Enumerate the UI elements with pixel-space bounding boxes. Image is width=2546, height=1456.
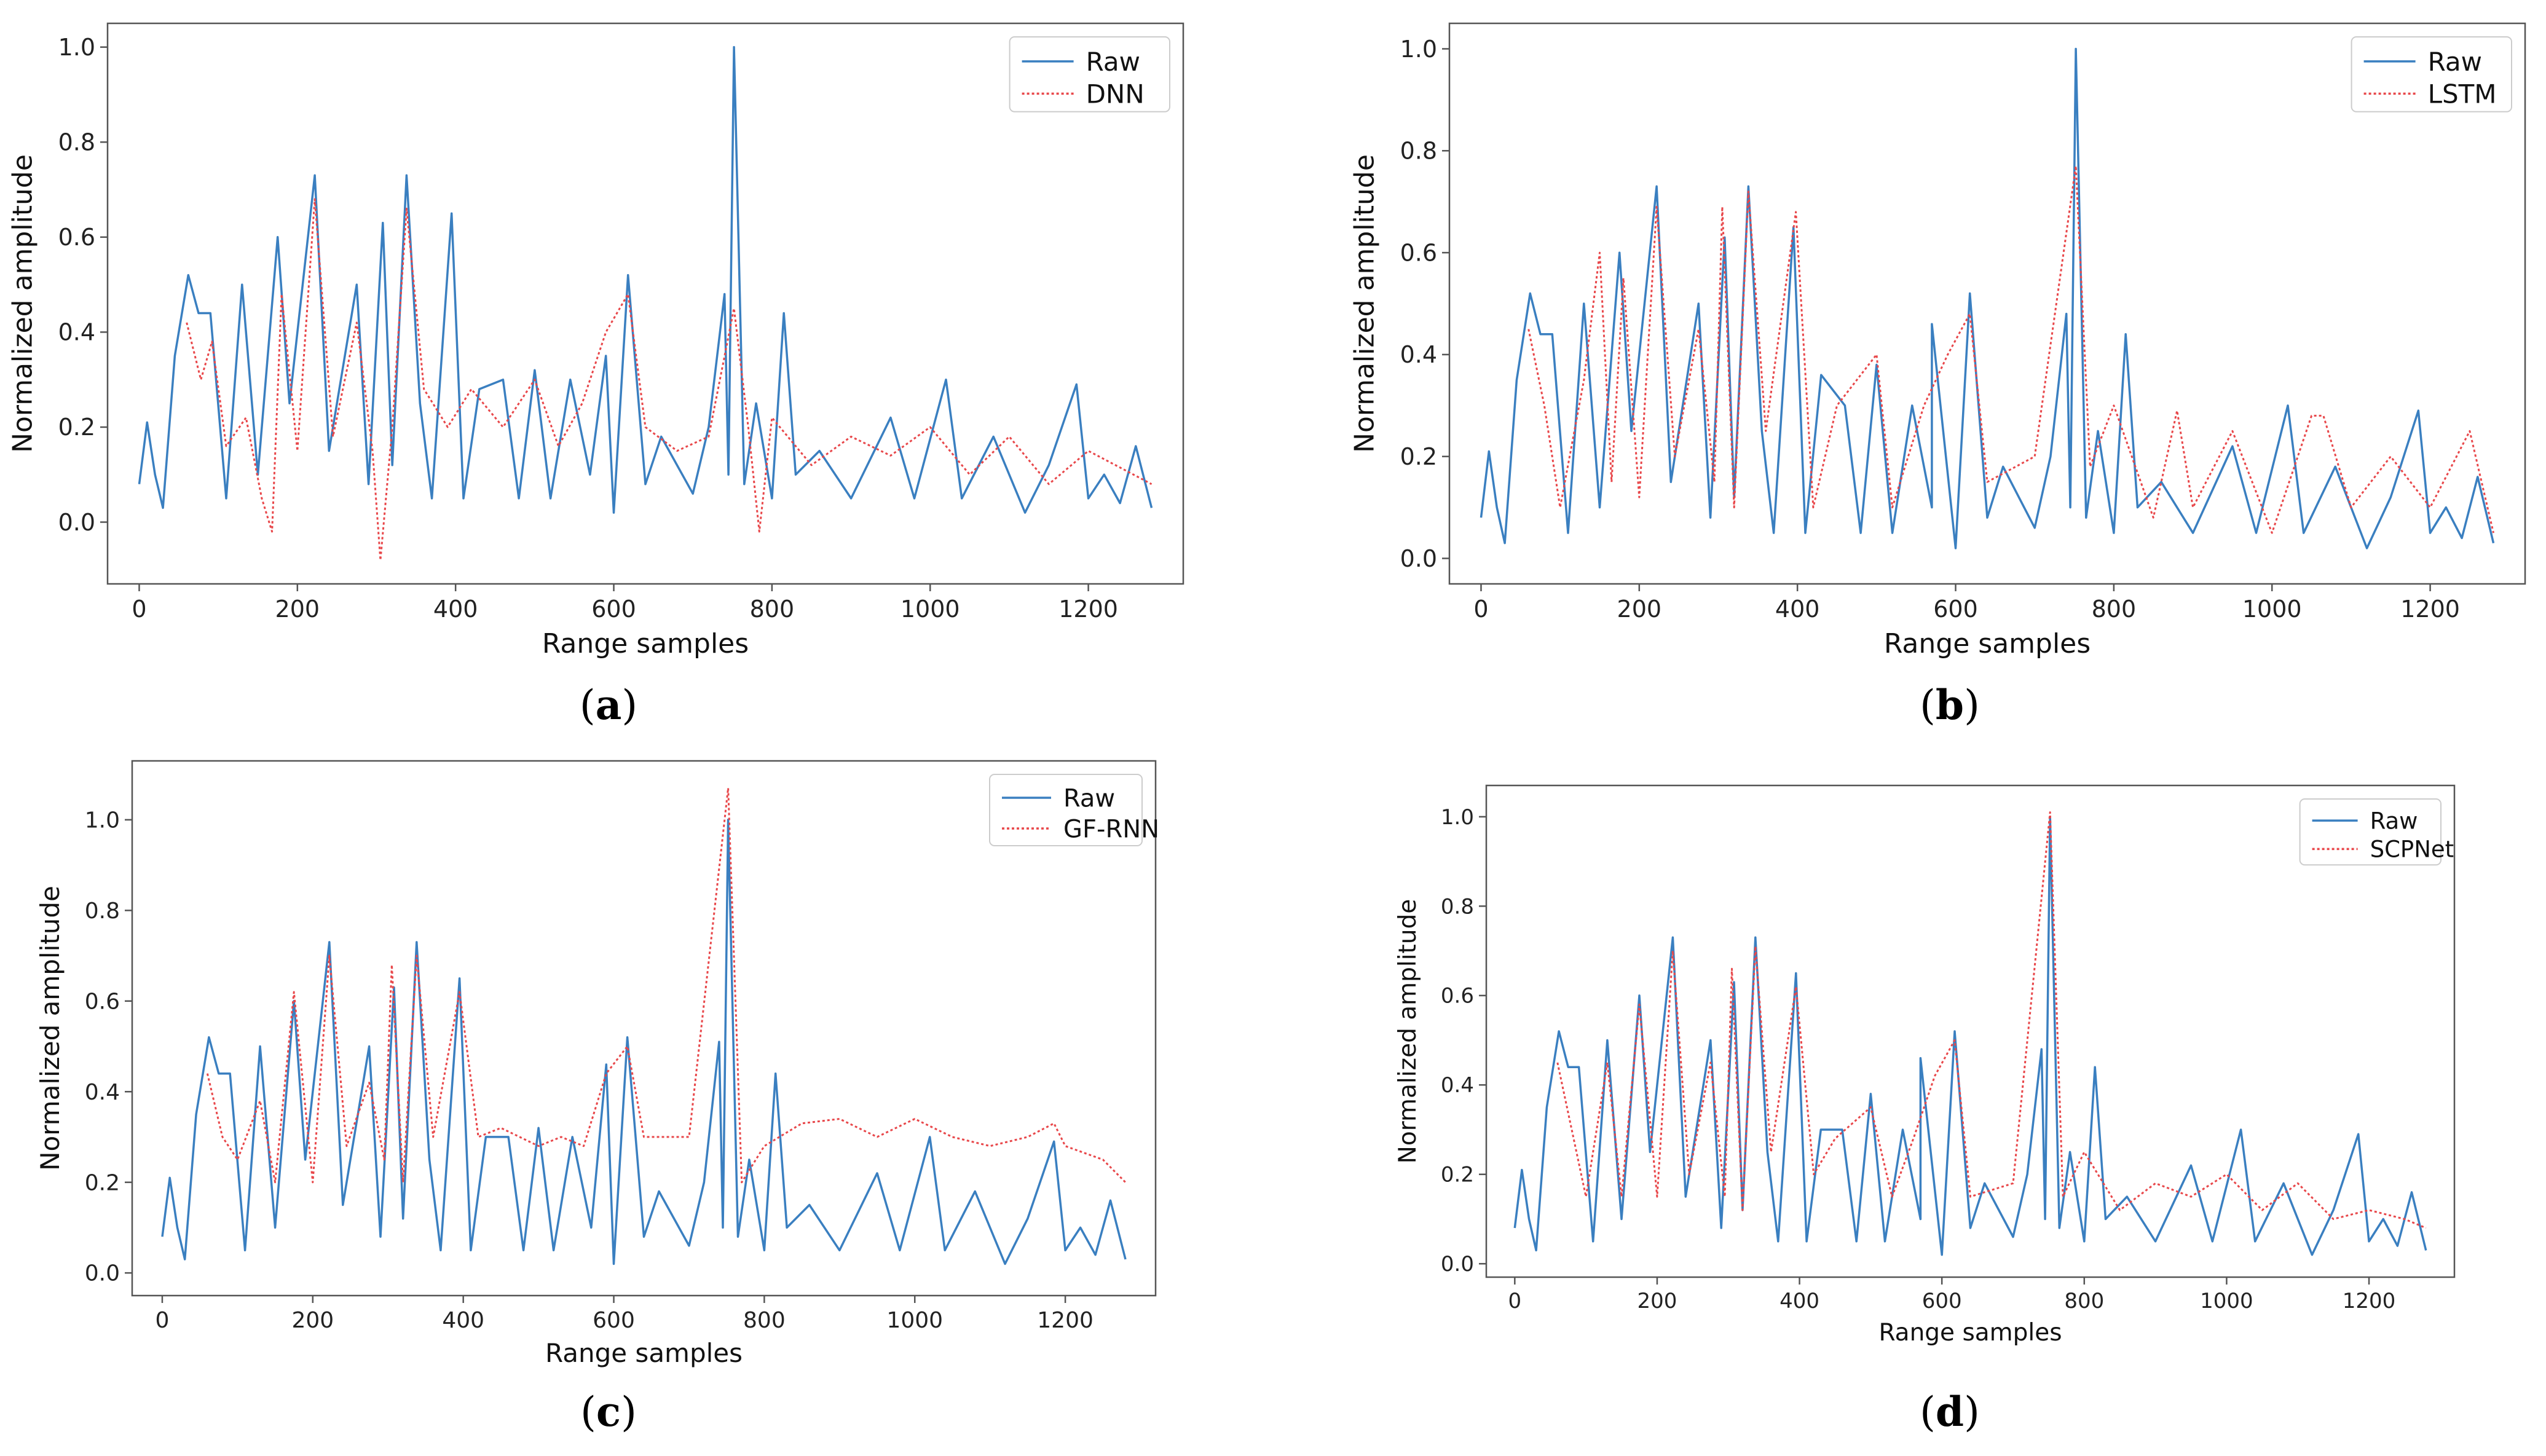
series-line-b-raw — [1480, 47, 2495, 549]
x-tick-label-b-5: 1000 — [2242, 596, 2302, 623]
plot-frame-d — [1485, 784, 2456, 1278]
x-tick-label-a-3: 600 — [591, 596, 636, 623]
y-tick-label-b-5: 1.0 — [1400, 36, 1437, 63]
plot-frame-c — [131, 760, 1157, 1297]
y-tick-label-b-4: 0.8 — [1400, 138, 1437, 165]
caption-a: (a) — [580, 681, 637, 729]
y-tick-label-c-4: 0.8 — [85, 899, 120, 924]
y-tick-label-a-3: 0.6 — [58, 224, 95, 251]
series-line-a-dnn — [186, 198, 1153, 561]
y-tick-label-a-1: 0.2 — [58, 414, 95, 441]
y-tick-label-c-1: 0.2 — [85, 1170, 120, 1195]
y-tick-label-b-2: 0.4 — [1400, 341, 1437, 368]
y-axis-label-d: Normalized amplitude — [1394, 899, 1422, 1164]
x-axis-label-b: Range samples — [1884, 628, 2091, 659]
x-tick-label-d-4: 800 — [2064, 1289, 2104, 1313]
legend-box-a — [1009, 36, 1170, 112]
y-tick-label-b-0: 0.0 — [1400, 545, 1437, 572]
y-tick-label-a-5: 1.0 — [58, 34, 95, 61]
x-tick-label-d-1: 200 — [1637, 1289, 1677, 1313]
y-tick-label-c-5: 1.0 — [85, 808, 120, 833]
y-tick-label-d-3: 0.6 — [1441, 984, 1474, 1009]
chart-c: 0 200 400 600 800 1000 1200 0.0 0.2 0.4 0.6 0.8 1.0 R… — [35, 760, 1159, 1368]
series-line-b-lstm — [1527, 165, 2494, 534]
x-tick-label-c-6: 1200 — [1037, 1308, 1094, 1333]
x-tick-label-b-1: 200 — [1617, 596, 1662, 623]
x-tick-label-d-0: 0 — [1508, 1289, 1522, 1313]
y-tick-label-d-2: 0.4 — [1441, 1073, 1474, 1098]
legend-label-b-0: Raw — [2428, 47, 2482, 77]
x-axis-label-d: Range samples — [1878, 1319, 2062, 1347]
legend-label-c-0: Raw — [1063, 784, 1115, 813]
x-tick-label-d-2: 400 — [1779, 1289, 1819, 1313]
x-tick-label-a-5: 1000 — [901, 596, 960, 623]
y-tick-label-d-1: 0.2 — [1441, 1163, 1474, 1187]
x-tick-label-a-2: 400 — [433, 596, 478, 623]
series-line-d-raw — [1513, 816, 2427, 1256]
chart-a: 0 200 400 600 800 1000 1200 0.0 0.2 0.4 0.6 0.8 1.0 R… — [7, 22, 1184, 659]
x-tick-label-b-2: 400 — [1775, 596, 1820, 623]
y-tick-label-a-0: 0.0 — [58, 509, 95, 536]
x-tick-label-b-0: 0 — [1473, 596, 1488, 623]
x-axis-label-a: Range samples — [542, 628, 749, 659]
x-tick-label-a-6: 1200 — [1058, 596, 1118, 623]
legend-box-d — [2299, 798, 2442, 866]
y-tick-label-d-5: 1.0 — [1441, 805, 1474, 830]
plot-frame-a — [106, 22, 1184, 585]
chart-b: 0 200 400 600 800 1000 1200 0.0 0.2 0.4 0.6 0.8 1.0 R… — [1349, 22, 2526, 659]
y-tick-label-d-0: 0.0 — [1441, 1252, 1474, 1277]
y-axis-label-b: Normalized amplitude — [1349, 154, 1380, 453]
y-tick-label-a-2: 0.4 — [58, 319, 95, 346]
legend-label-d-0: Raw — [2370, 808, 2418, 834]
legend-label-c-1: GF-RNN — [1063, 815, 1159, 843]
x-tick-label-b-3: 600 — [1933, 596, 1978, 623]
x-tick-label-d-3: 600 — [1922, 1289, 1962, 1313]
y-axis-label-c: Normalized amplitude — [35, 886, 65, 1171]
x-tick-label-b-6: 1200 — [2400, 596, 2460, 623]
series-line-c-raw — [161, 819, 1127, 1265]
series-line-a-raw — [138, 45, 1153, 514]
x-tick-label-d-5: 1000 — [2200, 1289, 2253, 1313]
y-tick-label-a-4: 0.8 — [58, 129, 95, 156]
x-axis-label-c: Range samples — [545, 1338, 743, 1368]
legend-box-b — [2351, 36, 2513, 112]
x-tick-label-b-4: 800 — [2092, 596, 2137, 623]
panels: 0 200 400 600 800 1000 1200 0.0 0.2 0.4 0.6 0.8 1.0 R… — [7, 22, 2526, 1368]
legend-label-d-1: SCPNet — [2370, 836, 2454, 863]
chart-d: 0 200 400 600 800 1000 1200 0.0 0.2 0.4 0.6 0.8 1.0 R… — [1394, 784, 2456, 1347]
x-tick-label-c-2: 400 — [442, 1308, 484, 1333]
x-tick-label-a-1: 200 — [275, 596, 320, 623]
y-tick-label-c-0: 0.0 — [85, 1261, 120, 1286]
x-tick-label-a-0: 0 — [132, 596, 146, 623]
y-tick-label-b-1: 0.2 — [1400, 443, 1437, 470]
x-tick-label-a-4: 800 — [750, 596, 795, 623]
x-tick-label-c-4: 800 — [743, 1308, 786, 1333]
plot-frame-b — [1448, 22, 2526, 585]
legend-label-b-1: LSTM — [2428, 79, 2497, 109]
y-tick-label-c-2: 0.4 — [85, 1080, 120, 1105]
y-axis-label-a: Normalized amplitude — [7, 154, 38, 453]
caption-b: (b) — [1920, 681, 1980, 729]
x-tick-label-c-1: 200 — [291, 1308, 334, 1333]
series-line-d-scpnet — [1556, 811, 2427, 1229]
series-line-c-gf-rnn — [206, 787, 1127, 1184]
caption-c: (c) — [580, 1388, 637, 1436]
x-tick-label-c-0: 0 — [156, 1308, 170, 1333]
caption-d: (d) — [1920, 1388, 1980, 1436]
x-tick-label-c-3: 600 — [593, 1308, 635, 1333]
y-tick-label-c-3: 0.6 — [85, 989, 120, 1014]
x-tick-label-d-6: 1200 — [2343, 1289, 2396, 1313]
legend-label-a-1: DNN — [1086, 79, 1145, 109]
y-tick-label-b-3: 0.6 — [1400, 239, 1437, 266]
x-tick-label-c-5: 1000 — [886, 1308, 943, 1333]
y-tick-label-d-4: 0.8 — [1441, 894, 1474, 919]
legend-label-a-0: Raw — [1086, 47, 1140, 77]
